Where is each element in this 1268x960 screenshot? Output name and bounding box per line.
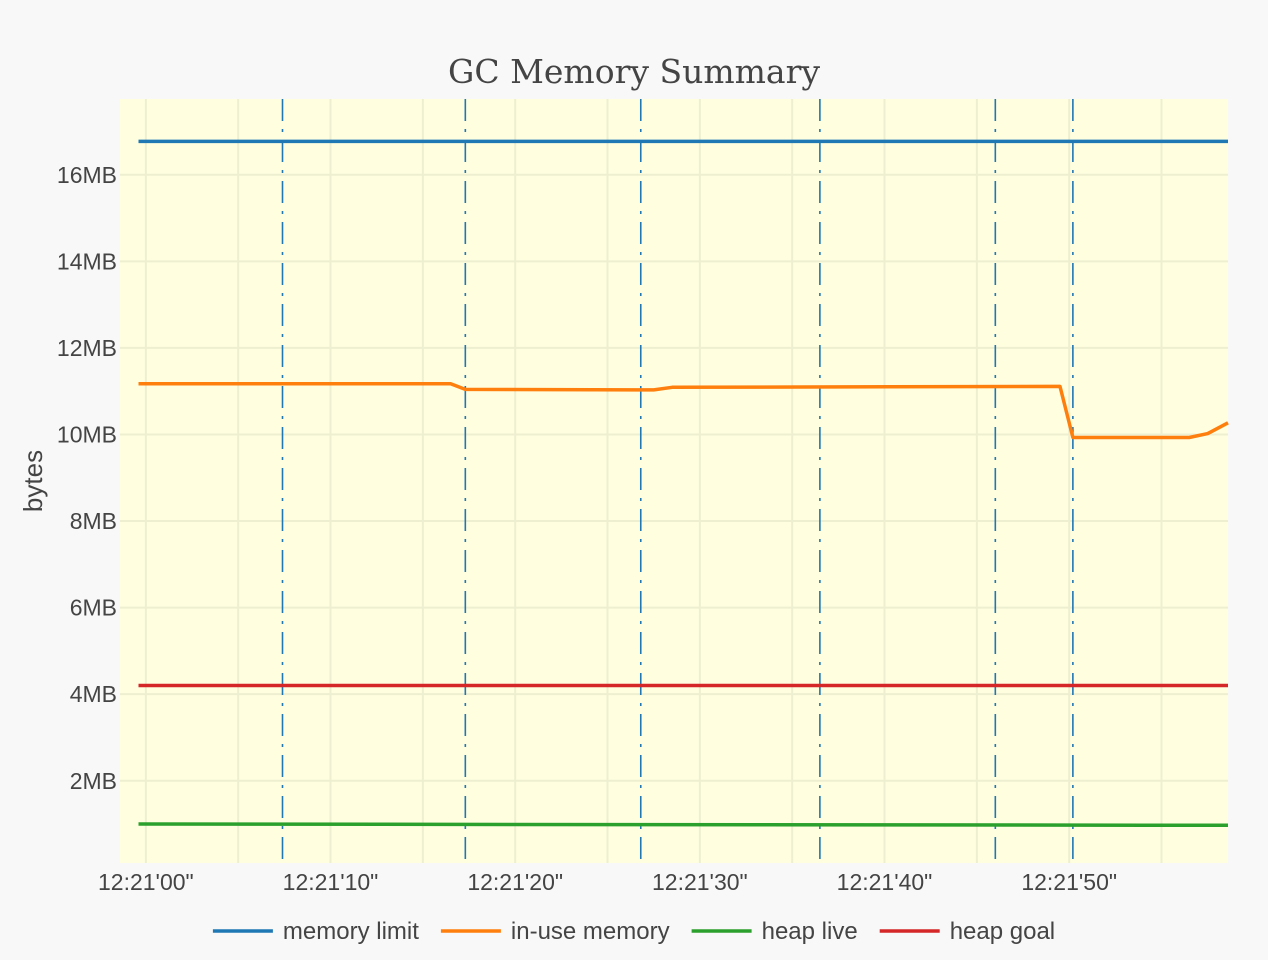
series-line-in-use-memory	[138, 382, 1229, 440]
y-axis-title: bytes	[18, 450, 48, 512]
legend-item-memory-limit[interactable]: memory limit	[212, 918, 419, 945]
gc-event-lines	[281, 99, 1074, 863]
y-tick-label: 2MB	[70, 768, 117, 794]
chart-title: GC Memory Summary	[448, 52, 820, 91]
x-tick-label: 12:21'10"	[283, 869, 379, 895]
legend-item-heap-goal[interactable]: heap goal	[879, 918, 1055, 945]
x-tick-label: 12:21'00"	[98, 869, 194, 895]
x-tick-label: 12:21'30"	[652, 869, 748, 895]
legend-label: heap live	[762, 918, 858, 945]
x-tick-label: 12:21'50"	[1021, 869, 1117, 895]
legend-item-in-use-memory[interactable]: in-use memory	[440, 918, 670, 945]
y-tick-label: 16MB	[57, 162, 117, 188]
legend[interactable]: memory limit in-use memory heap live heap g…	[212, 918, 1055, 945]
legend-item-heap-live[interactable]: heap live	[691, 918, 858, 945]
x-tick-labels: 12:21'00" 12:21'10" 12:21'20" 12:21'30" 12:2…	[98, 869, 1117, 895]
y-tick-label: 12MB	[57, 335, 117, 361]
plot-area	[120, 99, 1228, 863]
legend-label: in-use memory	[511, 918, 670, 945]
x-tick-label: 12:21'20"	[467, 869, 563, 895]
y-tick-label: 6MB	[70, 595, 117, 621]
y-tick-labels: 2MB 4MB 6MB 8MB 10MB 12MB 14MB 16MB	[57, 162, 117, 794]
y-tick-label: 14MB	[57, 248, 117, 274]
legend-label: heap goal	[950, 918, 1055, 945]
y-gridlines	[120, 173, 1228, 782]
x-tick-label: 12:21'40"	[837, 869, 933, 895]
legend-label: memory limit	[283, 918, 419, 945]
y-tick-label: 8MB	[70, 508, 117, 534]
series-line-heap-live	[138, 822, 1229, 828]
y-tick-label: 10MB	[57, 421, 117, 447]
x-gridlines	[144, 99, 1163, 863]
series-lines	[138, 139, 1229, 828]
y-tick-label: 4MB	[70, 681, 117, 707]
